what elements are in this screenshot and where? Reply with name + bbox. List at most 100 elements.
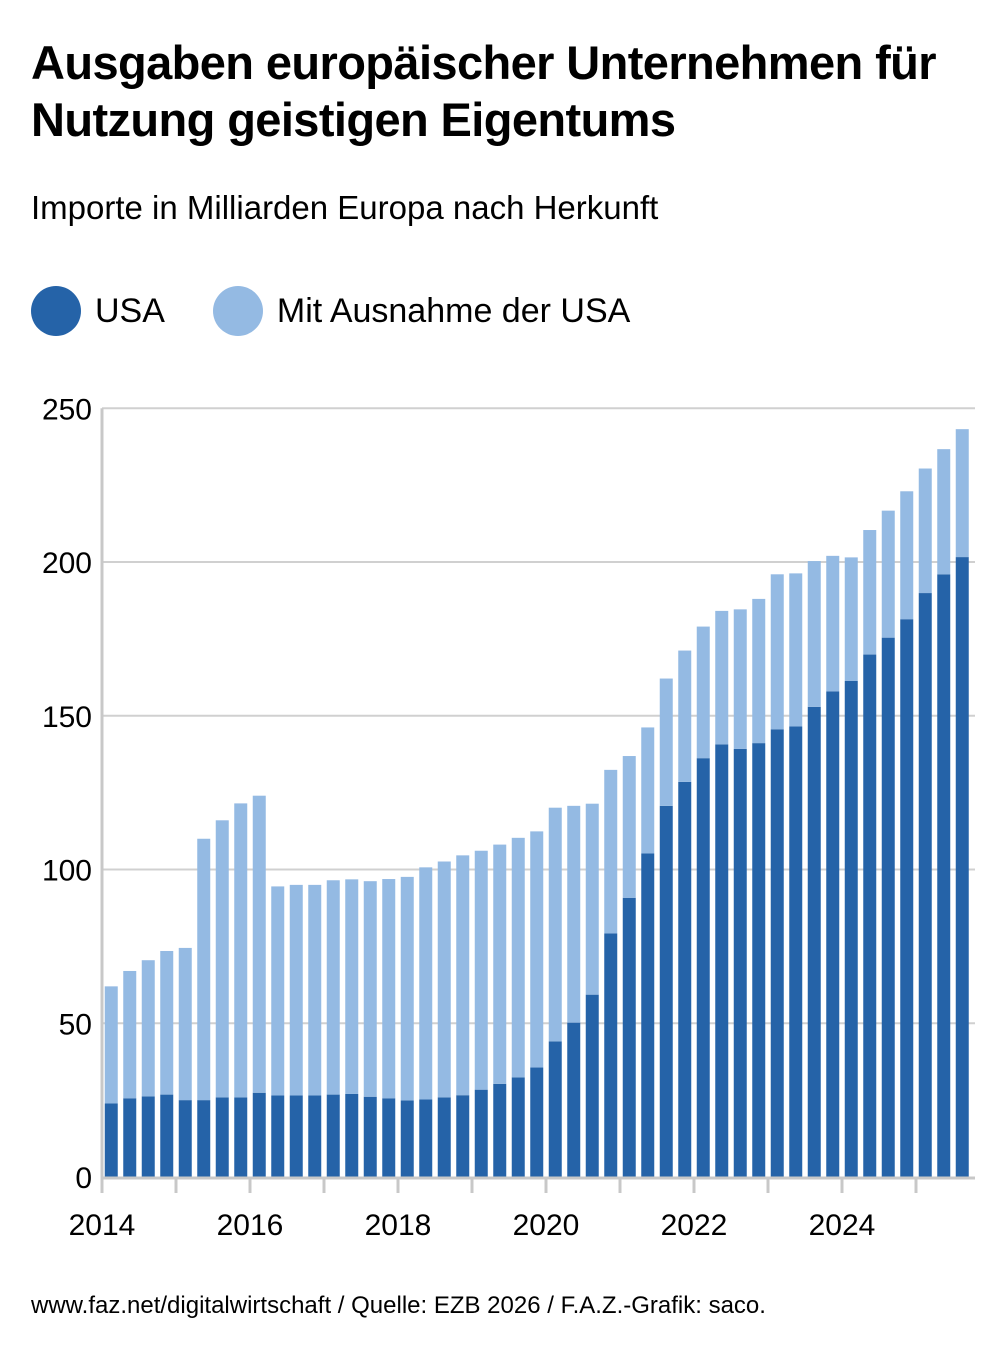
bar-usa-2021Q3 — [659, 805, 673, 1177]
bar-non-usa-2016Q1 — [252, 795, 266, 1093]
bar-usa-2021Q2 — [641, 853, 655, 1177]
bar-non-usa-2016Q3 — [289, 884, 303, 1096]
bar-non-usa-2022Q2 — [715, 610, 729, 745]
legend-item-usa: USA — [31, 286, 165, 336]
bar-non-usa-2020Q2 — [567, 805, 581, 1023]
bar-non-usa-2021Q3 — [659, 678, 673, 806]
bar-usa-2018Q1 — [400, 1100, 414, 1177]
bar-non-usa-2024Q3 — [881, 510, 895, 638]
bar-non-usa-2019Q2 — [493, 844, 507, 1084]
chart-title: Ausgaben europäischer Unternehmen für Nu… — [31, 36, 937, 146]
bar-non-usa-2024Q2 — [863, 530, 877, 655]
bar-usa-2024Q1 — [844, 681, 858, 1177]
bar-usa-2021Q4 — [678, 781, 692, 1177]
bar-usa-2017Q4 — [382, 1098, 396, 1177]
x-tick-label-2020: 2020 — [513, 1209, 580, 1242]
bar-non-usa-2017Q1 — [326, 880, 340, 1095]
x-tick-labels: 2014 2016 2018 2020 2022 2024 — [69, 1209, 876, 1242]
bars — [104, 429, 969, 1177]
bar-non-usa-2021Q1 — [622, 756, 636, 898]
bar-non-usa-2015Q2 — [197, 838, 211, 1101]
bar-non-usa-2015Q4 — [234, 803, 248, 1098]
bar-usa-2024Q4 — [900, 619, 914, 1177]
bar-usa-2020Q3 — [585, 994, 599, 1177]
legend-label-usa: USA — [95, 292, 165, 330]
legend-item-non-usa: Mit Ausnahme der USA — [212, 286, 631, 336]
x-tick-label-2022: 2022 — [661, 1209, 728, 1242]
bar-usa-2015Q1 — [178, 1100, 192, 1177]
bar-non-usa-2014Q1 — [104, 986, 118, 1104]
bar-usa-2024Q2 — [863, 654, 877, 1177]
bar-usa-2017Q2 — [345, 1093, 359, 1177]
bar-usa-2015Q4 — [234, 1097, 248, 1177]
bar-non-usa-2022Q1 — [696, 626, 710, 759]
x-tick-label-2018: 2018 — [365, 1209, 432, 1242]
bar-non-usa-2020Q3 — [585, 803, 599, 995]
bar-non-usa-2017Q2 — [345, 879, 359, 1094]
bar-usa-2016Q1 — [252, 1092, 266, 1177]
bar-non-usa-2020Q1 — [548, 807, 562, 1042]
bar-usa-2020Q4 — [604, 933, 618, 1177]
y-tick-label-200: 200 — [42, 547, 92, 580]
bar-usa-2017Q1 — [326, 1094, 340, 1177]
x-tick-label-2016: 2016 — [217, 1209, 284, 1242]
bar-usa-2022Q4 — [752, 743, 766, 1177]
bar-usa-2019Q1 — [474, 1089, 488, 1177]
bar-non-usa-2024Q1 — [844, 557, 858, 682]
bar-non-usa-2016Q4 — [308, 884, 322, 1096]
bar-usa-2014Q1 — [104, 1103, 118, 1177]
bar-usa-2018Q4 — [456, 1095, 470, 1177]
bar-non-usa-2022Q4 — [752, 598, 766, 744]
bar-usa-2024Q3 — [881, 637, 895, 1177]
bar-non-usa-2023Q3 — [807, 561, 821, 707]
bar-usa-2014Q4 — [160, 1094, 174, 1177]
bar-usa-2015Q2 — [197, 1100, 211, 1177]
bar-usa-2016Q3 — [289, 1095, 303, 1177]
source-footer: www.faz.net/digitalwirtschaft / Quelle: … — [31, 1292, 766, 1319]
bar-non-usa-2023Q2 — [789, 573, 803, 727]
bar-usa-2019Q2 — [493, 1083, 507, 1177]
y-tick-label-100: 100 — [42, 855, 92, 888]
bar-usa-2023Q4 — [826, 691, 840, 1177]
bar-non-usa-2023Q4 — [826, 555, 840, 692]
bar-usa-2021Q1 — [622, 897, 636, 1177]
bar-non-usa-2017Q3 — [363, 881, 377, 1097]
bar-non-usa-2024Q4 — [900, 491, 914, 620]
bar-non-usa-2022Q3 — [733, 609, 747, 749]
bar-usa-2016Q2 — [271, 1095, 285, 1177]
x-tick-label-2014: 2014 — [69, 1209, 136, 1242]
stacked-bar-chart: 0 50 100 150 200 250 2014 2016 2018 2020 2022 2024 — [42, 393, 975, 1242]
bar-usa-2014Q2 — [123, 1098, 137, 1177]
bar-non-usa-2019Q3 — [511, 837, 525, 1078]
bar-usa-2020Q2 — [567, 1022, 581, 1177]
bar-usa-2019Q3 — [511, 1077, 525, 1177]
bar-non-usa-2018Q2 — [419, 867, 433, 1100]
bar-non-usa-2019Q1 — [474, 850, 488, 1090]
bar-usa-2022Q1 — [696, 758, 710, 1177]
bar-usa-2014Q3 — [141, 1096, 155, 1177]
bar-usa-2019Q4 — [530, 1067, 544, 1177]
y-tick-label-50: 50 — [59, 1008, 92, 1041]
bar-non-usa-2017Q4 — [382, 879, 396, 1099]
bar-non-usa-2018Q4 — [456, 855, 470, 1096]
bar-non-usa-2016Q2 — [271, 886, 285, 1096]
legend-swatch-non-usa — [212, 286, 263, 336]
bar-non-usa-2015Q3 — [215, 820, 229, 1098]
bar-usa-2023Q2 — [789, 726, 803, 1177]
bar-non-usa-2019Q4 — [530, 831, 544, 1068]
bar-usa-2025Q3 — [955, 557, 969, 1177]
y-tick-label-250: 250 — [42, 393, 92, 426]
axes — [100, 408, 975, 1193]
bar-non-usa-2014Q4 — [160, 950, 174, 1095]
bar-usa-2023Q1 — [770, 729, 784, 1177]
bar-non-usa-2014Q2 — [123, 970, 137, 1099]
bar-usa-2017Q3 — [363, 1096, 377, 1177]
bar-non-usa-2018Q3 — [437, 861, 451, 1098]
bar-non-usa-2021Q2 — [641, 727, 655, 854]
x-tick-label-2024: 2024 — [809, 1209, 876, 1242]
legend-label-non-usa: Mit Ausnahme der USA — [276, 292, 631, 330]
legend-swatch-usa — [31, 286, 81, 336]
y-tick-labels: 0 50 100 150 200 250 — [42, 393, 92, 1195]
chart-subtitle: Importe in Milliarden Europa nach Herkun… — [31, 189, 659, 226]
legend: USA Mit Ausnahme der USA — [31, 286, 678, 336]
